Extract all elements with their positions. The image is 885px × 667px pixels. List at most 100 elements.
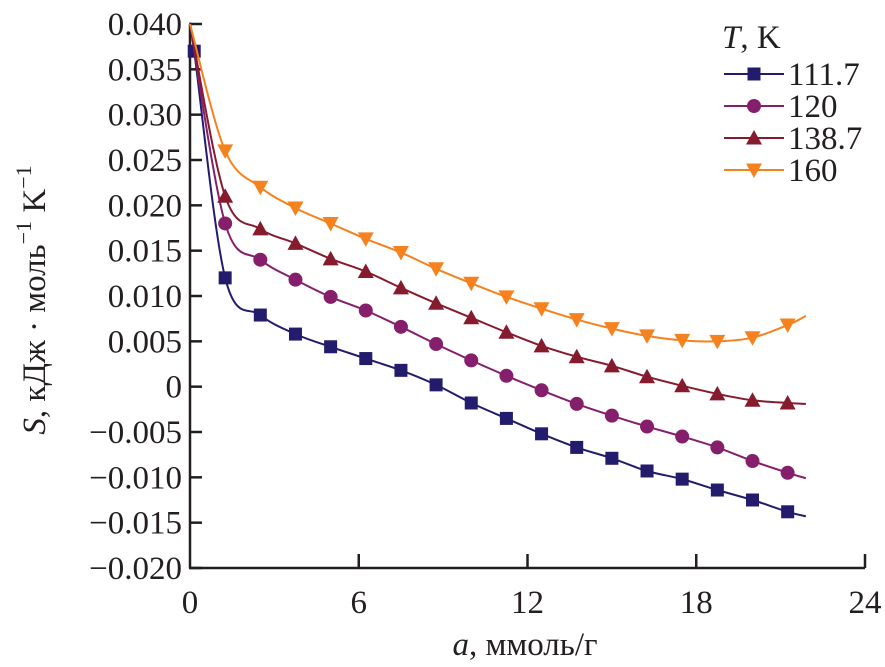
x-axis-label-unit: , ммоль/г	[469, 627, 598, 663]
data-point	[499, 368, 514, 383]
data-point	[323, 289, 338, 304]
data-point	[392, 279, 409, 295]
legend-title: T, K	[722, 20, 781, 56]
data-point	[429, 378, 443, 392]
y-axis-label-unit2: K	[17, 189, 53, 221]
data-point	[253, 252, 268, 267]
data-point	[779, 394, 796, 410]
data-point	[603, 322, 620, 337]
data-point	[499, 411, 513, 425]
series-line	[189, 23, 807, 480]
data-point	[675, 472, 689, 486]
data-point	[639, 329, 656, 344]
data-point	[218, 271, 232, 285]
legend-label: 138.7	[788, 121, 862, 157]
data-point	[604, 408, 619, 423]
data-point	[217, 144, 234, 159]
x-tick-label: 0	[182, 585, 199, 621]
legend-item: 160	[724, 153, 838, 189]
data-point	[218, 216, 233, 231]
legend-title-var: T	[722, 20, 743, 56]
y-tick-label: 0.020	[108, 188, 182, 224]
series-138.7	[189, 23, 806, 410]
y-tick-label: 0.005	[108, 324, 182, 360]
x-tick-label: 18	[680, 585, 713, 621]
data-point	[358, 303, 373, 318]
data-point	[780, 465, 795, 480]
x-axis-label: a, ммоль/г	[452, 627, 597, 663]
data-point	[709, 385, 726, 401]
y-tick-label: 0.010	[108, 279, 182, 315]
y-ticks: 0.040 0.035 0.030 0.025 0.020 0.015 0.010 0.005…	[89, 7, 202, 587]
data-point	[322, 216, 339, 232]
data-point	[779, 318, 796, 334]
data-point	[428, 295, 445, 310]
data-point	[288, 272, 303, 287]
x-tick-label: 12	[511, 585, 544, 621]
data-point	[287, 235, 304, 250]
y-axis-label-var: S	[17, 418, 53, 435]
data-point	[603, 357, 620, 373]
y-tick-label: −0.010	[89, 460, 182, 496]
x-axis-label-var: a	[452, 627, 469, 663]
plot-area	[187, 22, 807, 519]
data-point	[322, 250, 339, 266]
legend-marker	[746, 130, 762, 145]
legend-marker	[747, 99, 761, 113]
data-point	[674, 377, 691, 393]
legend-item: 111.7	[724, 57, 860, 93]
data-point	[324, 340, 338, 354]
y-tick-label: 0.040	[108, 7, 182, 43]
y-tick-label: 0.035	[108, 52, 182, 88]
data-point	[359, 352, 373, 366]
data-point	[498, 324, 515, 339]
data-point	[674, 333, 691, 349]
y-tick-label: −0.005	[89, 415, 182, 451]
data-point	[675, 429, 690, 444]
data-point	[463, 276, 480, 292]
data-point	[605, 451, 619, 465]
legend-item: 138.7	[724, 121, 862, 157]
data-point	[745, 454, 760, 469]
data-point	[463, 309, 480, 325]
legend-title-unit: , K	[740, 20, 781, 56]
y-axis-label: S, кДж · моль−1 K−1	[11, 165, 53, 434]
data-point	[781, 505, 795, 519]
y-axis-label-unit: , кДж · моль	[17, 244, 53, 418]
y-tick-label: −0.015	[89, 506, 182, 542]
legend-label: 111.7	[788, 57, 860, 93]
data-point	[744, 331, 761, 346]
y-tick-label: 0.030	[108, 98, 182, 134]
data-point	[394, 363, 408, 377]
data-point	[639, 368, 656, 384]
data-point	[534, 383, 549, 398]
data-point	[570, 440, 584, 454]
data-point	[252, 220, 269, 236]
y-tick-label: −0.020	[89, 551, 182, 587]
legend-marker	[747, 67, 761, 81]
x-tick-label: 24	[849, 585, 882, 621]
data-point	[498, 290, 515, 305]
series-line	[189, 23, 807, 343]
series-line	[189, 23, 806, 405]
data-point	[640, 419, 655, 434]
data-point	[568, 348, 585, 364]
data-point	[357, 263, 374, 279]
data-point	[357, 232, 374, 247]
legend-label: 160	[788, 153, 838, 189]
series-120	[189, 23, 807, 480]
data-point	[253, 308, 267, 322]
data-point	[392, 245, 409, 261]
data-point	[709, 334, 726, 350]
y-axis-label-sup2: −1	[11, 165, 36, 188]
data-point	[533, 337, 550, 353]
data-point	[568, 313, 585, 328]
data-point	[217, 188, 234, 203]
legend-item: 120	[724, 89, 838, 125]
data-point	[393, 319, 408, 334]
y-tick-label: 0	[166, 370, 183, 406]
x-ticks: 0 6 12 18 24	[182, 554, 882, 621]
data-point	[533, 302, 550, 317]
data-point	[288, 327, 302, 341]
